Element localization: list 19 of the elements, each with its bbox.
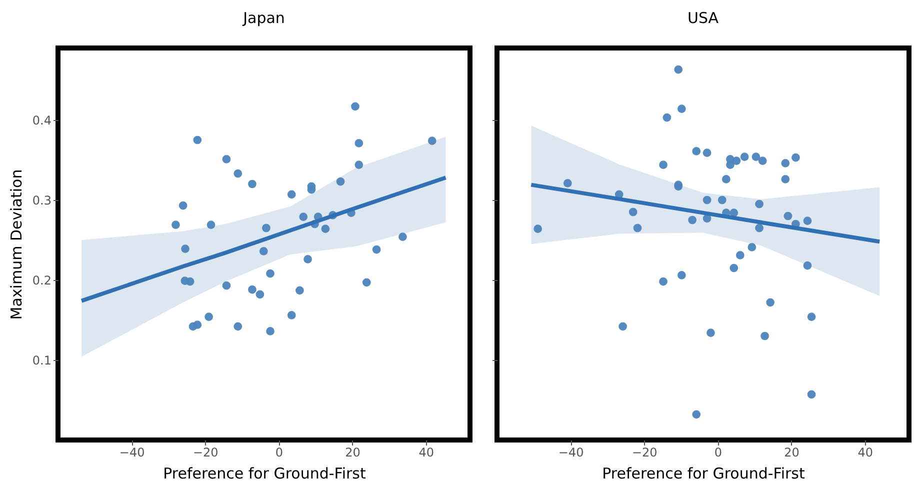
chart-title: Japan	[242, 9, 285, 27]
x-tick-label: 0	[275, 446, 284, 460]
x-axis-title: Preference for Ground-First	[602, 464, 805, 482]
y-tick-label: 0.2	[32, 274, 52, 288]
y-tick-label: 0.1	[32, 354, 52, 368]
x-tick-label: 40	[418, 446, 434, 460]
x-tick-label: 0	[714, 446, 722, 460]
chart-title: USA	[687, 9, 720, 27]
x-tick-label: −40	[558, 446, 584, 460]
x-tick-label: 20	[345, 446, 360, 460]
x-tick-label: 20	[784, 446, 800, 460]
x-tick-label: −20	[632, 446, 658, 460]
y-axis-title: Maximum Deviation	[7, 169, 26, 320]
x-tick-label: −40	[119, 446, 145, 460]
y-tick-label: 0.3	[32, 194, 52, 208]
x-axis-title: Preference for Ground-First	[163, 464, 366, 482]
x-tick-label: −20	[192, 446, 218, 460]
x-tick-label: 40	[858, 446, 873, 460]
y-tick-label: 0.4	[32, 114, 52, 128]
